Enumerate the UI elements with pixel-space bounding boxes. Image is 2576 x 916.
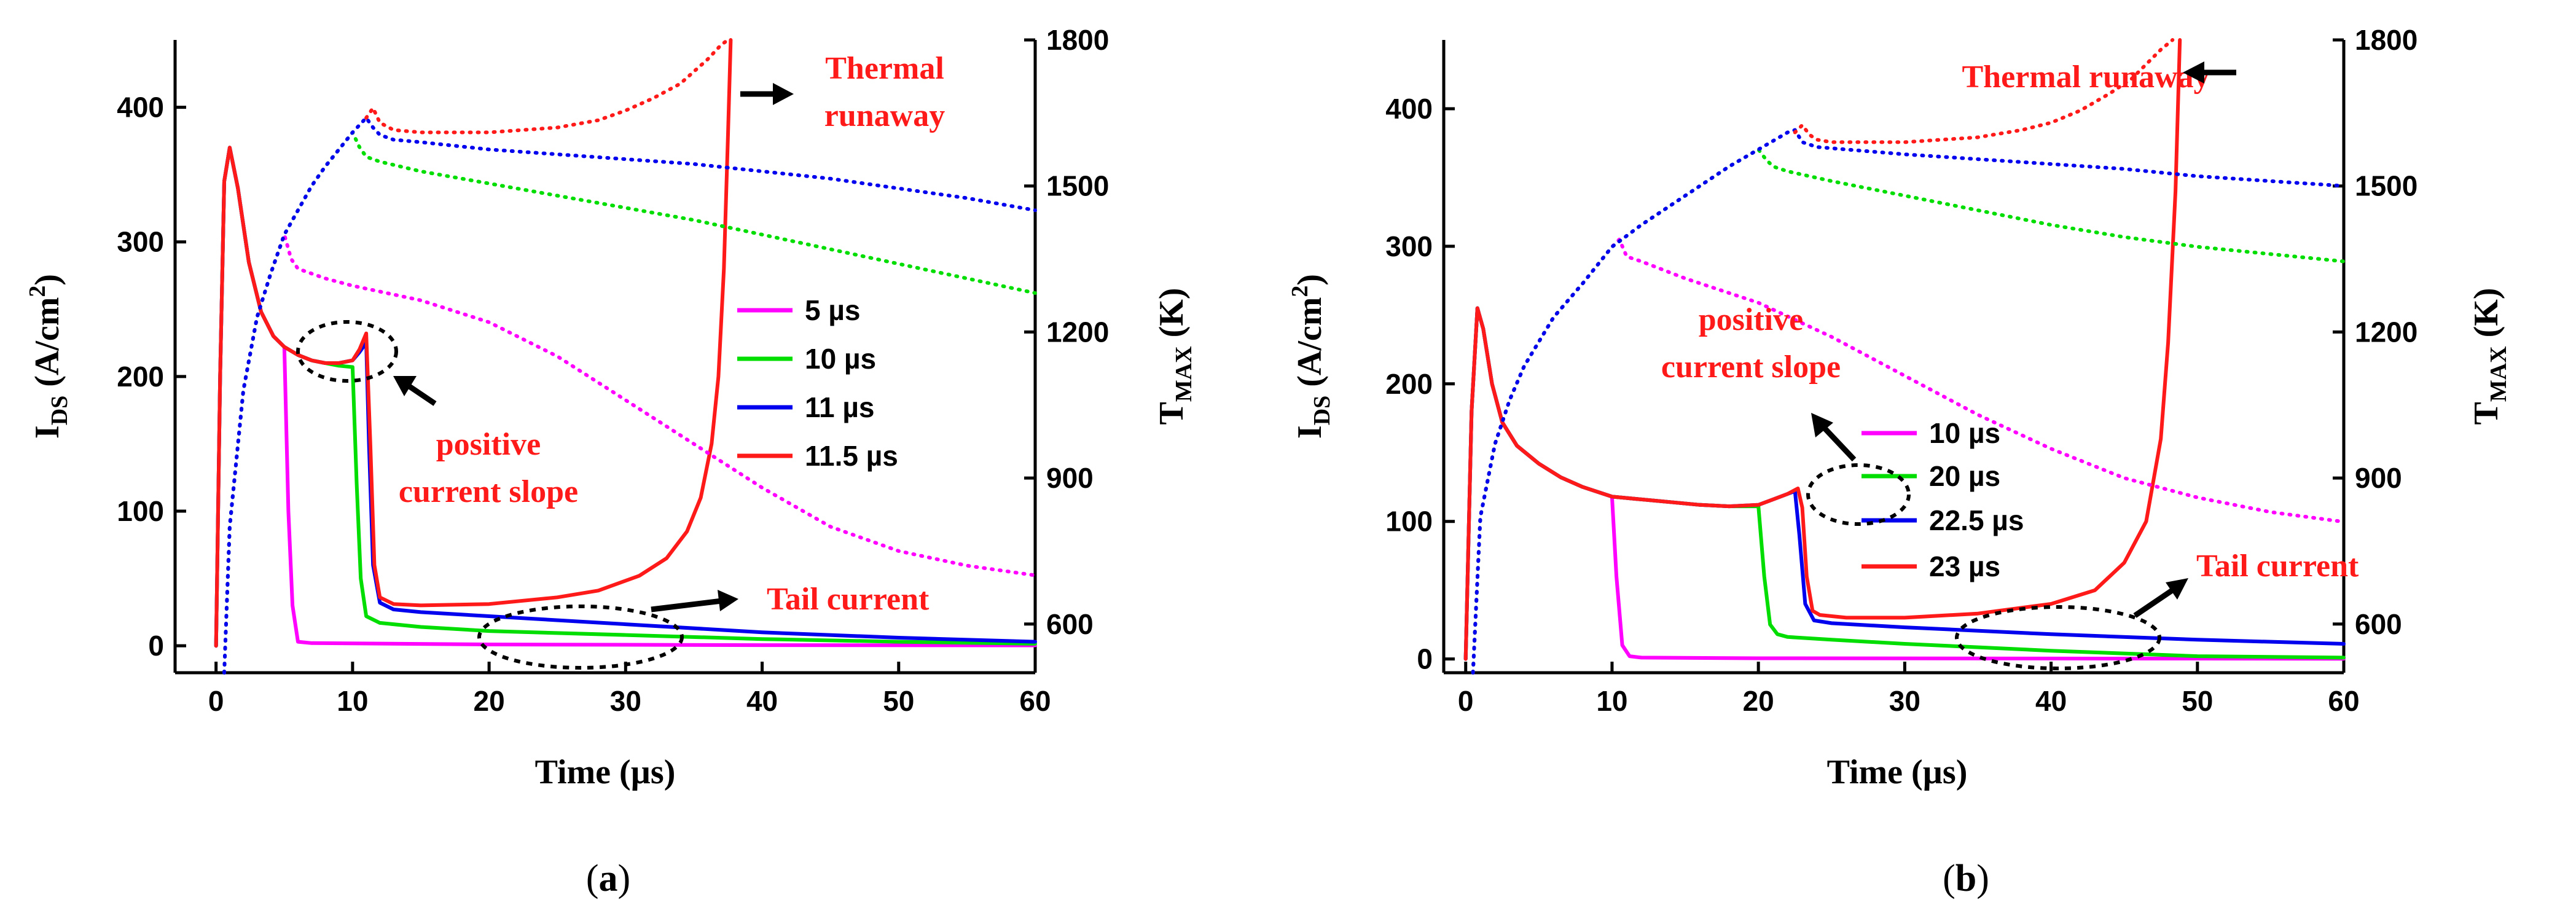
panel-b-series-4-temperature-line [1471,237,2346,675]
panel-a-ticks: 0 10 20 30 40 50 60010020030040060090012001500… [117,24,1109,717]
panel-b-curves [1463,38,2346,675]
panel-b-x-axis-title: Time (µs) [1827,753,1968,791]
panel-b-y2-tick-label-1200: 1200 [2355,316,2417,348]
panel-b-y2-tick-label-600: 600 [2355,608,2402,640]
legend-label-10us-b: 10 µs [1929,417,2000,449]
panel-a-y-tick-label-400: 400 [117,92,164,123]
legend-label-11us: 11 µs [805,391,875,423]
panel-a-series-3-current-line [214,38,733,648]
annotation-positive-line2-a: current slope [399,474,578,509]
legend-label-5us: 5 µs [805,294,860,326]
panel-b-ticks: 0 10 20 30 40 50 60010020030040060090012001500… [1385,24,2417,717]
panel-a-y2-tick-label-600: 600 [1046,608,1094,640]
panel-a-y-tick-label-200: 200 [117,361,164,393]
panel-b-x-tick-label-10: 10 [1596,685,1627,717]
panel-b-y-tick-label-0: 0 [1417,643,1433,675]
panel-b-series-3-current-line [1463,38,2182,661]
panel-b-series-6-temperature-line [1471,128,2346,675]
panel-b-x-tick-label-40: 40 [2035,685,2067,717]
panel-a-series-5-temperature-line [222,130,1037,675]
annotation-tail-current-b: Tail current [2196,549,2359,584]
panel-b-x-tick-label-0: 0 [1458,685,1474,717]
panel-a-y-tick-label-300: 300 [117,226,164,258]
panel-b-y2-axis-title: TMAX (K) [2467,288,2511,425]
annotation-positive-line1-b: positive [1699,302,1803,337]
panel-a-x-axis-title: Time (µs) [535,753,676,791]
ellipse-positive-slope-b [1806,463,1911,526]
panel-b-y2-tick-label-1500: 1500 [2355,170,2417,202]
panel-a-y2-tick-label-1200: 1200 [1046,316,1109,348]
panel-b-y2-tick-label-900: 900 [2355,462,2402,494]
panel-b-series-7-temperature-line [1793,38,2175,144]
panel-b-label: (b) [1943,858,1989,899]
panel-a-y-tick-label-100: 100 [117,495,164,527]
panel-a-label: (a) [586,858,630,899]
annotation-thermal-runaway-line2: runaway [824,98,945,133]
panel-a-series-7-temperature-line [364,38,730,135]
panel-a-y2-tick-label-1800: 1800 [1046,24,1109,56]
panel-a-curves [214,38,1037,675]
panel-a-chart: 0 10 20 30 40 50 60010020030040060090012001500… [25,24,1197,899]
panel-a-x-tick-label-50: 50 [883,685,914,717]
panel-b-chart: 0 10 20 30 40 50 60010020030040060090012001500… [1287,24,2511,899]
panel-a-series-2-current-line [214,146,1037,648]
annotation-positive-line2-b: current slope [1661,350,1841,385]
panel-a-x-tick-label-20: 20 [474,685,505,717]
panel-b-y-axis-title: IDS (A/cm2) [1287,274,1335,439]
panel-b-y-tick-label-400: 400 [1385,93,1433,125]
legend-label-11-5us: 11.5 µs [805,440,898,472]
panel-b-y-tick-label-300: 300 [1385,230,1433,262]
arrow-positive-slope-b [1811,413,1857,462]
panel-b-series-5-temperature-line [1471,147,2346,675]
legend-label-10us: 10 µs [805,343,876,375]
panel-b-series-2-current-line [1463,306,2346,661]
panel-a-x-tick-label-30: 30 [610,685,641,717]
panel-b-series-0-current-line [1463,306,2346,661]
arrow-tail-current-a [651,590,738,613]
ellipse-tail-current-a [477,605,684,670]
panel-b-legend: 10 µs 20 µs 22.5 µs 23 µs [1862,417,2024,582]
arrow-tail-current-b [2133,578,2188,618]
panel-b-x-tick-label-50: 50 [2182,685,2213,717]
panel-a-series-1-current-line [214,146,1037,648]
panel-b-series-1-current-line [1463,306,2346,661]
panel-b-y-tick-label-100: 100 [1385,506,1433,538]
panel-a-legend: 5 µs 10 µs 11 µs 11.5 µs [737,294,898,472]
arrow-positive-slope-a [393,376,437,406]
panel-a-series-6-temperature-line [222,115,1037,675]
panel-a-y2-axis-title: TMAX (K) [1153,288,1197,425]
panel-a-series-4-temperature-line [222,232,1037,675]
legend-label-20us-b: 20 µs [1929,460,2000,492]
panel-b-x-tick-label-60: 60 [2328,685,2359,717]
annotation-tail-current-a: Tail current [767,582,930,617]
legend-label-23us-b: 23 µs [1929,550,2000,582]
panel-a-series-0-current-line [214,146,1037,648]
legend-label-22-5us-b: 22.5 µs [1929,504,2024,536]
annotation-positive-line1-a: positive [436,427,541,462]
panel-a-y2-tick-label-1500: 1500 [1046,170,1109,202]
panel-a-x-tick-label-40: 40 [746,685,778,717]
panel-b-y-tick-label-200: 200 [1385,368,1433,400]
ellipse-tail-current-b [1955,605,2161,670]
panel-a-x-tick-label-60: 60 [1019,685,1051,717]
annotation-thermal-runaway-b: Thermal runaway [1962,60,2210,95]
panel-a-x-tick-label-10: 10 [337,685,368,717]
panel-b-x-tick-label-30: 30 [1889,685,1920,717]
panel-a-y-axis-title: IDS (A/cm2) [25,274,72,439]
arrow-thermal-runaway-b [2183,61,2236,84]
panel-b-y2-tick-label-1800: 1800 [2355,24,2417,56]
arrow-thermal-runaway [740,83,794,105]
panel-a-x-tick-label-0: 0 [208,685,224,717]
annotation-thermal-runaway-line1: Thermal [825,51,944,86]
panel-a-y-tick-label-0: 0 [148,630,164,662]
ellipse-positive-slope-a [296,320,398,383]
panel-b-x-tick-label-20: 20 [1743,685,1774,717]
panel-a-y2-tick-label-900: 900 [1046,462,1094,494]
